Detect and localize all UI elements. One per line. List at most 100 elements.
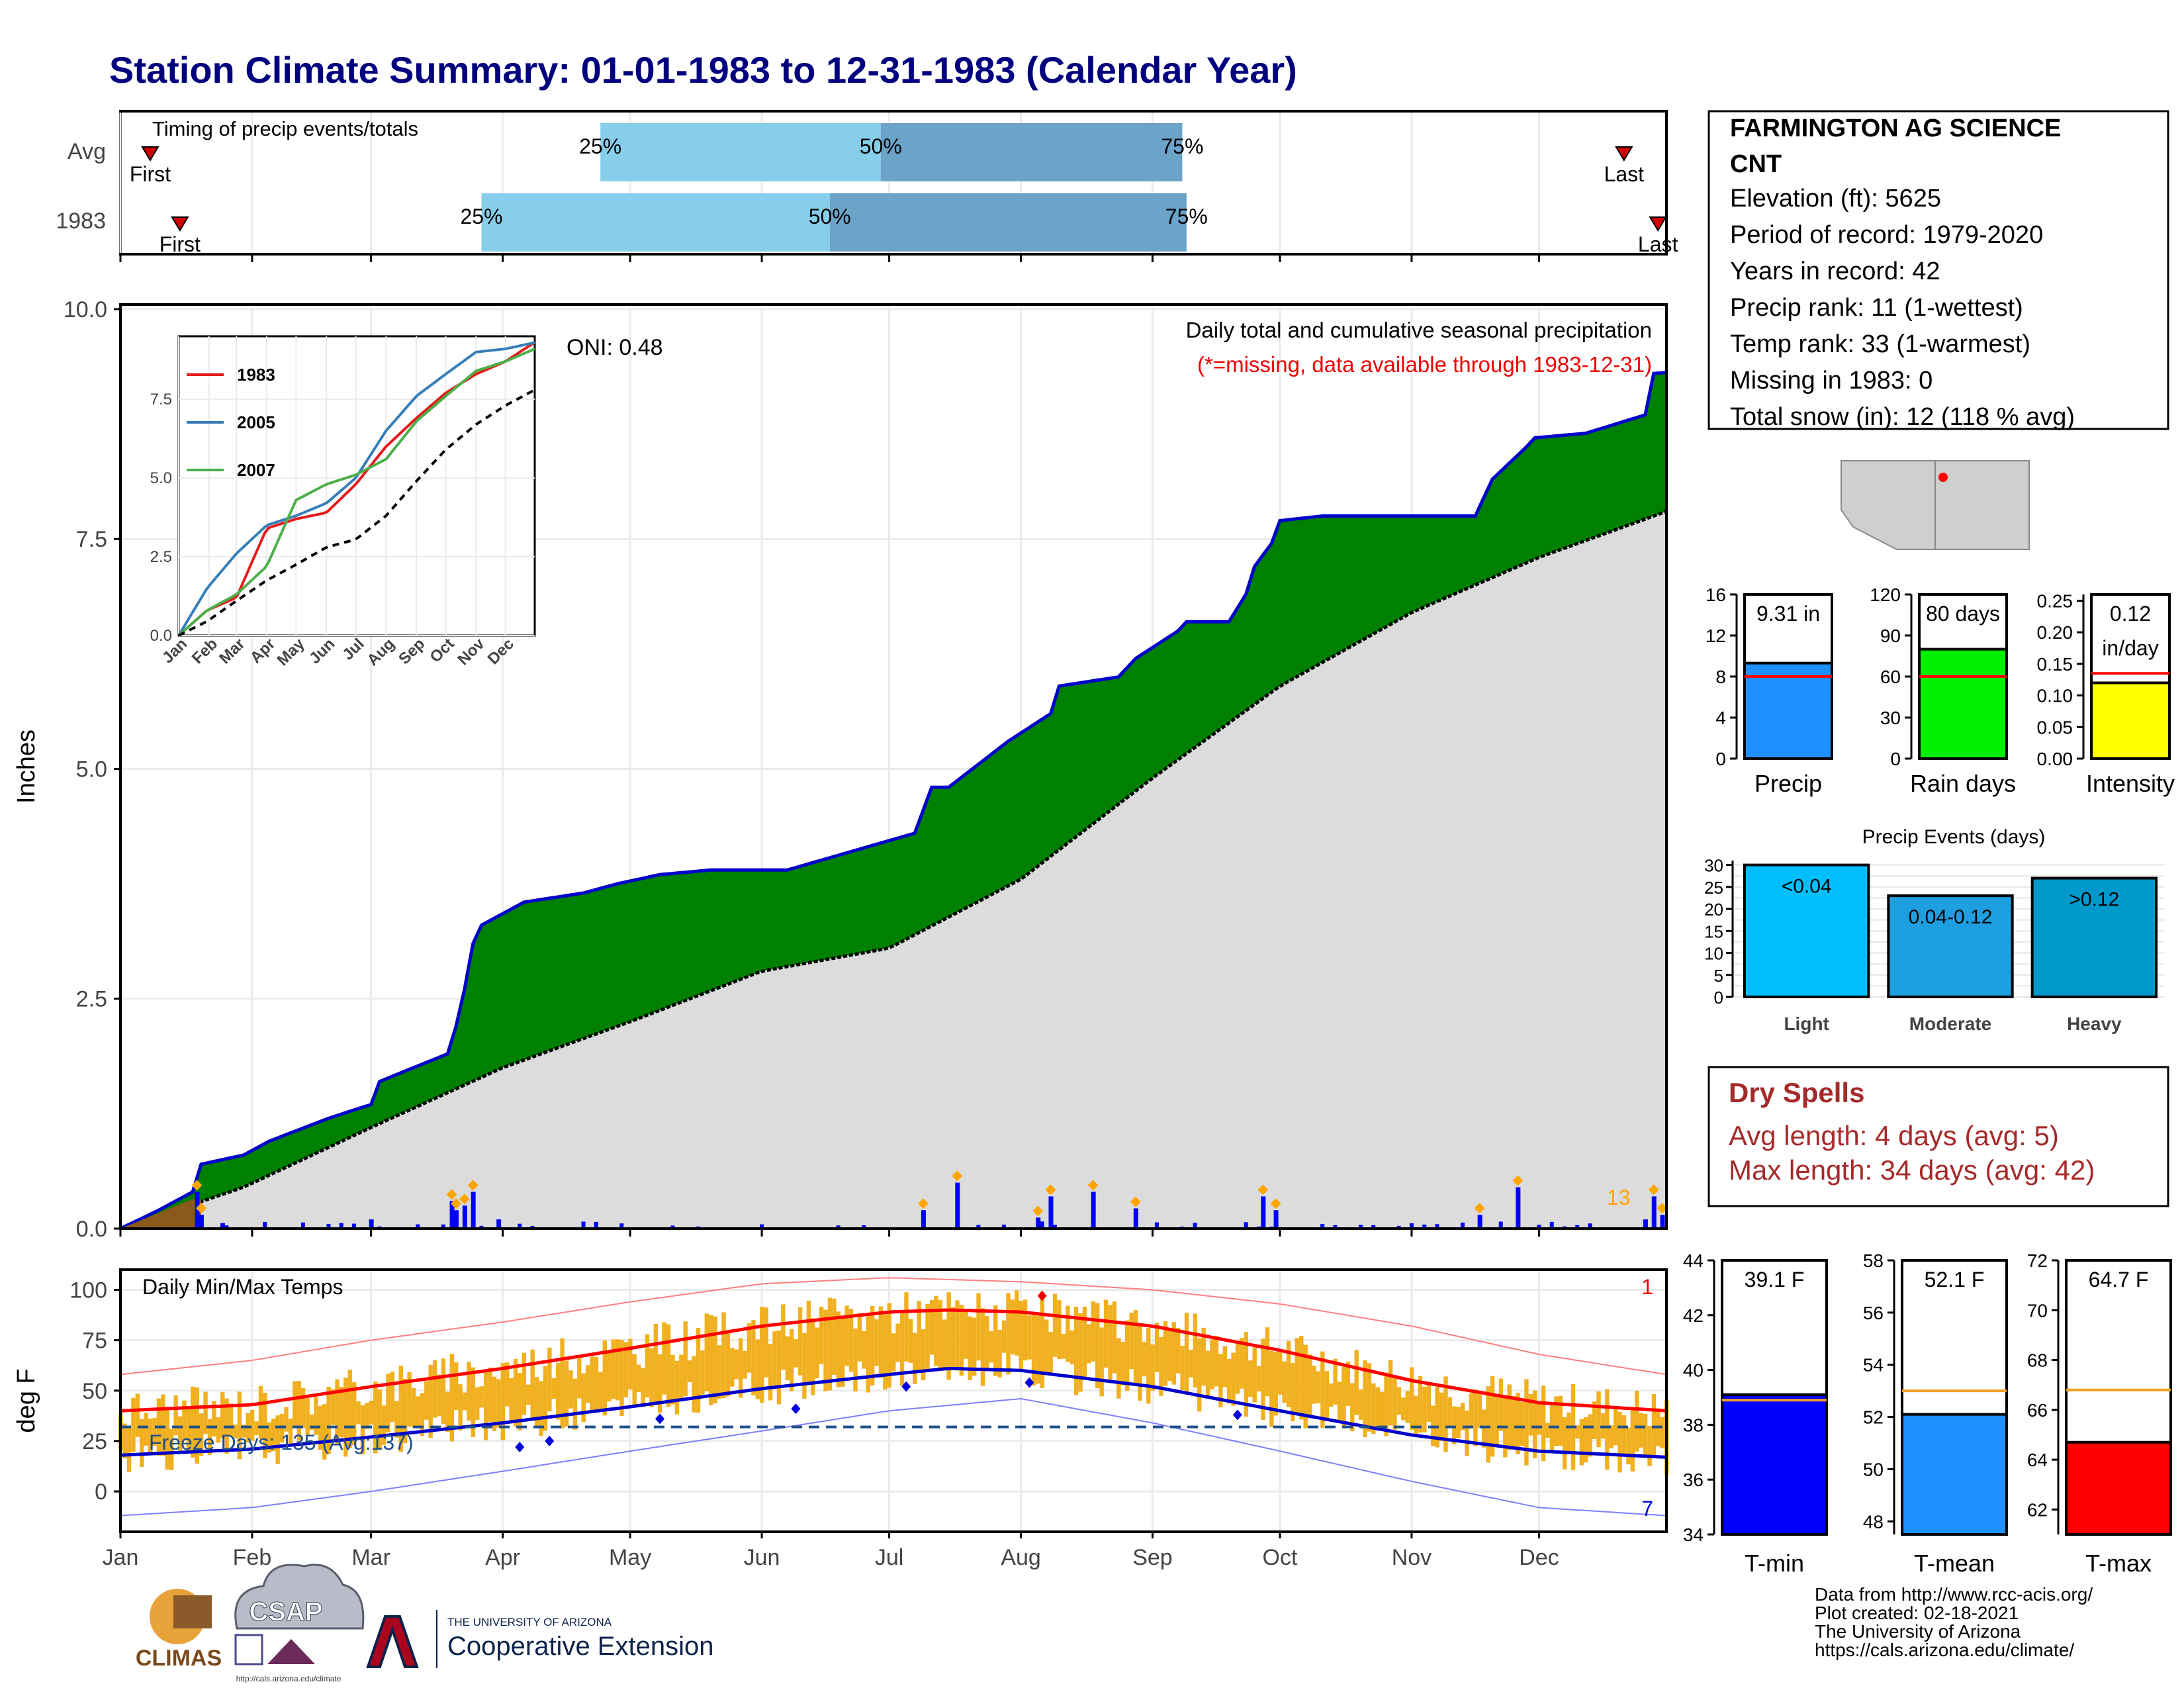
daily-temp-bar bbox=[1001, 1320, 1007, 1353]
tmin-summary-tick-label: 38 bbox=[1683, 1415, 1704, 1435]
daily-temp-bar bbox=[1354, 1350, 1359, 1415]
precip-summary-tick-label: 0 bbox=[1715, 749, 1726, 769]
station-precip-rank: Precip rank: 11 (1-wettest) bbox=[1730, 294, 2023, 322]
intensity-summary-label: Intensity bbox=[2086, 770, 2175, 797]
daily-temp-bar bbox=[144, 1413, 148, 1446]
daily-temp-bar bbox=[267, 1422, 272, 1453]
map-state-arizona bbox=[1841, 460, 1936, 550]
daily-temp-bar bbox=[1452, 1406, 1457, 1444]
daily-temp-bar bbox=[572, 1378, 578, 1430]
daily-temp-bar bbox=[1520, 1402, 1525, 1446]
month-tick-label: Jun bbox=[744, 1545, 780, 1570]
rain-days-summary-tick-label: 0 bbox=[1890, 749, 1901, 769]
precip-y-tick-label: 10.0 bbox=[64, 297, 107, 322]
inset-average-line bbox=[178, 389, 535, 637]
station-location-marker bbox=[1938, 473, 1948, 482]
daily-temp-bar bbox=[755, 1339, 760, 1399]
daily-temp-bar bbox=[1312, 1365, 1316, 1404]
daily-precip-bar bbox=[836, 1225, 841, 1229]
daily-temp-bar bbox=[1273, 1352, 1278, 1416]
precip-y-tick-label: 2.5 bbox=[76, 987, 107, 1012]
daily-temp-bar bbox=[441, 1358, 446, 1424]
daily-temp-bar bbox=[1443, 1376, 1448, 1452]
daily-temp-bar bbox=[853, 1328, 858, 1391]
daily-precip-bar bbox=[1193, 1223, 1197, 1229]
daily-temp-bar bbox=[764, 1307, 768, 1378]
precip-events-category-label: Moderate bbox=[1909, 1013, 1991, 1034]
daily-temp-bar bbox=[407, 1372, 412, 1427]
daily-temp-bar bbox=[738, 1338, 743, 1398]
snow-area bbox=[120, 1199, 201, 1229]
daily-temp-bar bbox=[1363, 1360, 1367, 1437]
daily-temp-bar bbox=[836, 1311, 841, 1387]
map-state-new-mexico bbox=[1934, 460, 2030, 550]
first-event-label: First bbox=[130, 162, 171, 186]
daily-temp-bar bbox=[1299, 1336, 1304, 1420]
rain-days-summary-tick-label: 60 bbox=[1880, 667, 1901, 687]
tmean-summary-value: 52.1 F bbox=[1925, 1268, 1985, 1291]
daily-temp-bar bbox=[1596, 1391, 1601, 1448]
rain-days-summary-label: Rain days bbox=[1910, 770, 2016, 797]
precip-summary-tick-label: 4 bbox=[1715, 708, 1726, 728]
daily-temp-bar bbox=[1307, 1354, 1312, 1415]
daily-precip-bar bbox=[1154, 1222, 1159, 1229]
daily-temp-bar bbox=[284, 1407, 289, 1432]
tmax-summary-bar bbox=[2065, 1440, 2172, 1536]
daily-temp-bar bbox=[602, 1340, 608, 1416]
daily-temp-bar bbox=[1167, 1329, 1172, 1382]
daily-temp-bar bbox=[1248, 1360, 1253, 1397]
daily-temp-bar bbox=[1342, 1366, 1346, 1427]
daily-temp-bar bbox=[1350, 1383, 1355, 1432]
daily-temp-bar bbox=[797, 1307, 803, 1376]
intensity-summary-tick-label: 0.15 bbox=[2037, 654, 2073, 675]
daily-temp-bar bbox=[161, 1394, 165, 1456]
precip-events-category-label: Heavy bbox=[2067, 1013, 2122, 1034]
precip-events-tick-label: 5 bbox=[1714, 966, 1723, 986]
timing-percent-label: 25% bbox=[579, 134, 621, 158]
precip-events-bar-label: >0.12 bbox=[2069, 889, 2119, 911]
daily-precip-bar bbox=[1048, 1196, 1054, 1229]
daily-temp-bar bbox=[658, 1354, 662, 1413]
daily-precip-bar bbox=[1409, 1223, 1414, 1229]
ua-name: THE UNIVERSITY OF ARIZONA bbox=[447, 1616, 612, 1628]
first-event-marker-icon bbox=[171, 216, 189, 232]
daily-temp-bar bbox=[1380, 1391, 1385, 1429]
daily-temp-bar bbox=[1324, 1371, 1329, 1421]
daily-temp-bar bbox=[883, 1314, 887, 1390]
snow-marker-icon bbox=[1270, 1198, 1281, 1209]
daily-temp-bar bbox=[398, 1366, 403, 1452]
daily-temp-bar bbox=[1435, 1386, 1439, 1448]
precip-y-axis-label: Inches bbox=[13, 729, 40, 804]
daily-temp-bar bbox=[509, 1378, 514, 1423]
daily-precip-bar bbox=[670, 1225, 675, 1229]
daily-precip-bar bbox=[1588, 1223, 1592, 1229]
daily-temp-bar bbox=[381, 1405, 387, 1445]
intensity-summary-tick-label: 0.10 bbox=[2037, 686, 2073, 706]
daily-temp-bar bbox=[1396, 1387, 1402, 1415]
daily-temp-bar bbox=[1617, 1411, 1622, 1473]
precip-summary-bar bbox=[1743, 661, 1833, 760]
daily-precip-bar bbox=[326, 1224, 331, 1229]
daily-temp-bar bbox=[1120, 1341, 1125, 1385]
daily-temp-bar bbox=[505, 1362, 510, 1407]
daily-temp-bar bbox=[1516, 1392, 1520, 1454]
oni-value: ONI: 0.48 bbox=[567, 335, 663, 360]
daily-temp-bar bbox=[1477, 1390, 1482, 1429]
record-tmin-line bbox=[120, 1397, 1667, 1517]
temp-y-tick-label: 25 bbox=[82, 1429, 107, 1454]
daily-temp-bar bbox=[989, 1331, 994, 1363]
daily-temp-bar bbox=[479, 1386, 484, 1408]
inset-series-line bbox=[177, 348, 535, 637]
month-tick-label: Nov bbox=[1392, 1545, 1432, 1570]
daily-temp-bar bbox=[1401, 1397, 1406, 1421]
daily-temp-bar bbox=[483, 1370, 488, 1440]
precip-events-tick-label: 15 bbox=[1704, 921, 1723, 941]
daily-temp-bar bbox=[717, 1345, 722, 1399]
tmin-summary-label: T-min bbox=[1745, 1550, 1804, 1577]
precip-note-title: Daily total and cumulative seasonal prec… bbox=[1186, 318, 1652, 342]
daily-temp-bar bbox=[1057, 1300, 1062, 1360]
daily-temp-bar bbox=[543, 1366, 548, 1431]
daily-temp-bar bbox=[1621, 1415, 1627, 1454]
daily-temp-bar bbox=[794, 1339, 798, 1368]
